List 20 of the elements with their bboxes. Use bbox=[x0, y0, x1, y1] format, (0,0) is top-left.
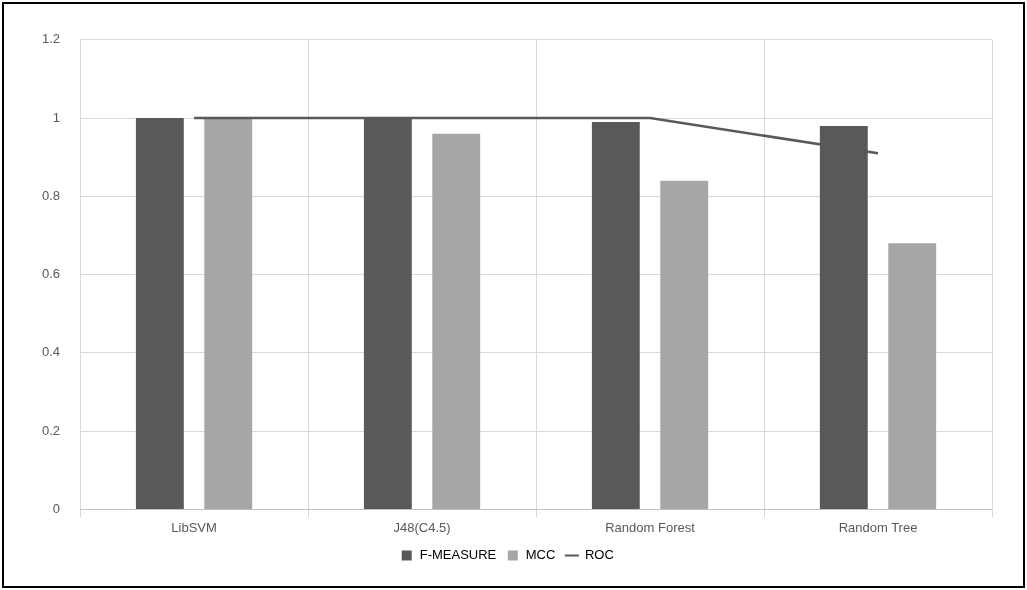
y-tick-label: 0.6 bbox=[41, 266, 61, 282]
x-tick-label: Random Tree bbox=[838, 519, 918, 535]
bar bbox=[204, 118, 253, 509]
legend-label: ROC bbox=[584, 547, 614, 563]
y-tick-label: 0.4 bbox=[41, 344, 61, 360]
y-tick-label: 0.8 bbox=[41, 187, 61, 203]
y-tick-label: 1.2 bbox=[41, 31, 61, 47]
x-tick-label: J48(C4.5) bbox=[393, 519, 451, 535]
bar bbox=[432, 133, 481, 509]
legend-label: MCC bbox=[525, 547, 556, 563]
bar bbox=[660, 180, 709, 509]
legend-label: F-MEASURE bbox=[419, 547, 497, 563]
x-tick-label: LibSVM bbox=[171, 519, 217, 535]
x-tick-label: Random Forest bbox=[605, 519, 696, 535]
y-tick-label: 0.2 bbox=[41, 422, 61, 438]
y-tick-label: 1 bbox=[52, 109, 61, 125]
bar bbox=[135, 118, 184, 509]
bar bbox=[888, 243, 937, 509]
bar bbox=[591, 121, 640, 509]
y-tick-label: 0 bbox=[52, 500, 61, 516]
